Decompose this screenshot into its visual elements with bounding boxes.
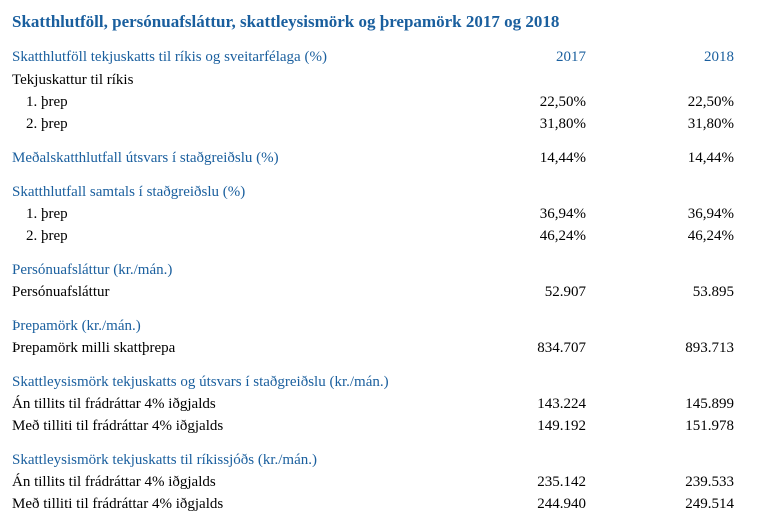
value-2018: 239.533 — [685, 474, 734, 490]
row-label: Án tillits til frádráttar 4% iðgjalds — [12, 396, 216, 412]
section-label: Persónuafsláttur (kr./mán.) — [12, 262, 173, 278]
table-row: Með tilliti til frádráttar 4% iðgjalds 1… — [12, 416, 734, 436]
page-title: Skatthlutföll, persónuafsláttur, skattle… — [12, 12, 560, 31]
table-row: Meðalskatthlutfall útsvars í staðgreiðsl… — [12, 148, 734, 168]
value-2018: 249.514 — [685, 496, 734, 512]
header-label: Skatthlutföll tekjuskatts til ríkis og s… — [12, 49, 327, 65]
row-label: 1. þrep — [26, 206, 68, 222]
value-2017: 22,50% — [539, 94, 586, 110]
table-row: Án tillits til frádráttar 4% iðgjalds 23… — [12, 472, 734, 492]
value-2018: 53.895 — [692, 284, 734, 300]
section-label: Skattleysismörk tekjuskatts til ríkissjó… — [12, 452, 317, 468]
value-2017: 14,44% — [539, 150, 586, 166]
row-label: Tekjuskattur til ríkis — [12, 72, 134, 88]
value-2017: 31,80% — [539, 116, 586, 132]
value-2017: 46,24% — [539, 228, 586, 244]
value-2017: 52.907 — [544, 284, 586, 300]
table-row: Þrepamörk milli skattþrepa 834.707 893.7… — [12, 338, 734, 358]
section-heading: Skattleysismörk tekjuskatts og útsvars í… — [12, 372, 734, 392]
column-header-2017: 2017 — [556, 49, 586, 65]
section-label: Skatthlutfall samtals í staðgreiðslu (%) — [12, 184, 246, 200]
table-row: 1. þrep 22,50% 22,50% — [12, 92, 734, 112]
value-2018: 893.713 — [685, 340, 734, 356]
section-label: Þrepamörk (kr./mán.) — [12, 318, 141, 334]
section-heading: Persónuafsláttur (kr./mán.) — [12, 260, 734, 280]
row-label: Þrepamörk milli skattþrepa — [12, 340, 176, 356]
section-heading: Skattleysismörk tekjuskatts til ríkissjó… — [12, 450, 734, 470]
value-2017: 149.192 — [537, 418, 586, 434]
row-label: Persónuafsláttur — [12, 284, 110, 300]
value-2017: 235.142 — [537, 474, 586, 490]
table-row: 2. þrep 46,24% 46,24% — [12, 226, 734, 246]
table-row: Með tilliti til frádráttar 4% iðgjalds 2… — [12, 494, 734, 514]
section-heading: Skatthlutfall samtals í staðgreiðslu (%) — [12, 182, 734, 202]
table-row: Persónuafsláttur 52.907 53.895 — [12, 282, 734, 302]
column-header-2018: 2018 — [704, 49, 734, 65]
value-2017: 244.940 — [537, 496, 586, 512]
value-2018: 31,80% — [687, 116, 734, 132]
value-2017: 834.707 — [537, 340, 586, 356]
value-2017: 36,94% — [539, 206, 586, 222]
table-row: Án tillits til frádráttar 4% iðgjalds 14… — [12, 394, 734, 414]
row-label: Með tilliti til frádráttar 4% iðgjalds — [12, 496, 224, 512]
table-row: 1. þrep 36,94% 36,94% — [12, 204, 734, 224]
table-row: 2. þrep 31,80% 31,80% — [12, 114, 734, 134]
value-2018: 22,50% — [687, 94, 734, 110]
row-label: 2. þrep — [26, 116, 68, 132]
value-2018: 46,24% — [687, 228, 734, 244]
row-label: 1. þrep — [26, 94, 68, 110]
value-2018: 151.978 — [685, 418, 734, 434]
table-header-row: Skatthlutföll tekjuskatts til ríkis og s… — [12, 47, 734, 67]
table-row: Tekjuskattur til ríkis — [12, 70, 734, 90]
section-label: Skattleysismörk tekjuskatts og útsvars í… — [12, 374, 389, 390]
value-2018: 145.899 — [685, 396, 734, 412]
value-2018: 14,44% — [687, 150, 734, 166]
row-label: Án tillits til frádráttar 4% iðgjalds — [12, 474, 216, 490]
section-label: Meðalskatthlutfall útsvars í staðgreiðsl… — [12, 150, 279, 166]
row-label: Með tilliti til frádráttar 4% iðgjalds — [12, 418, 224, 434]
value-2017: 143.224 — [537, 396, 586, 412]
row-label: 2. þrep — [26, 228, 68, 244]
section-heading: Þrepamörk (kr./mán.) — [12, 316, 734, 336]
value-2018: 36,94% — [687, 206, 734, 222]
